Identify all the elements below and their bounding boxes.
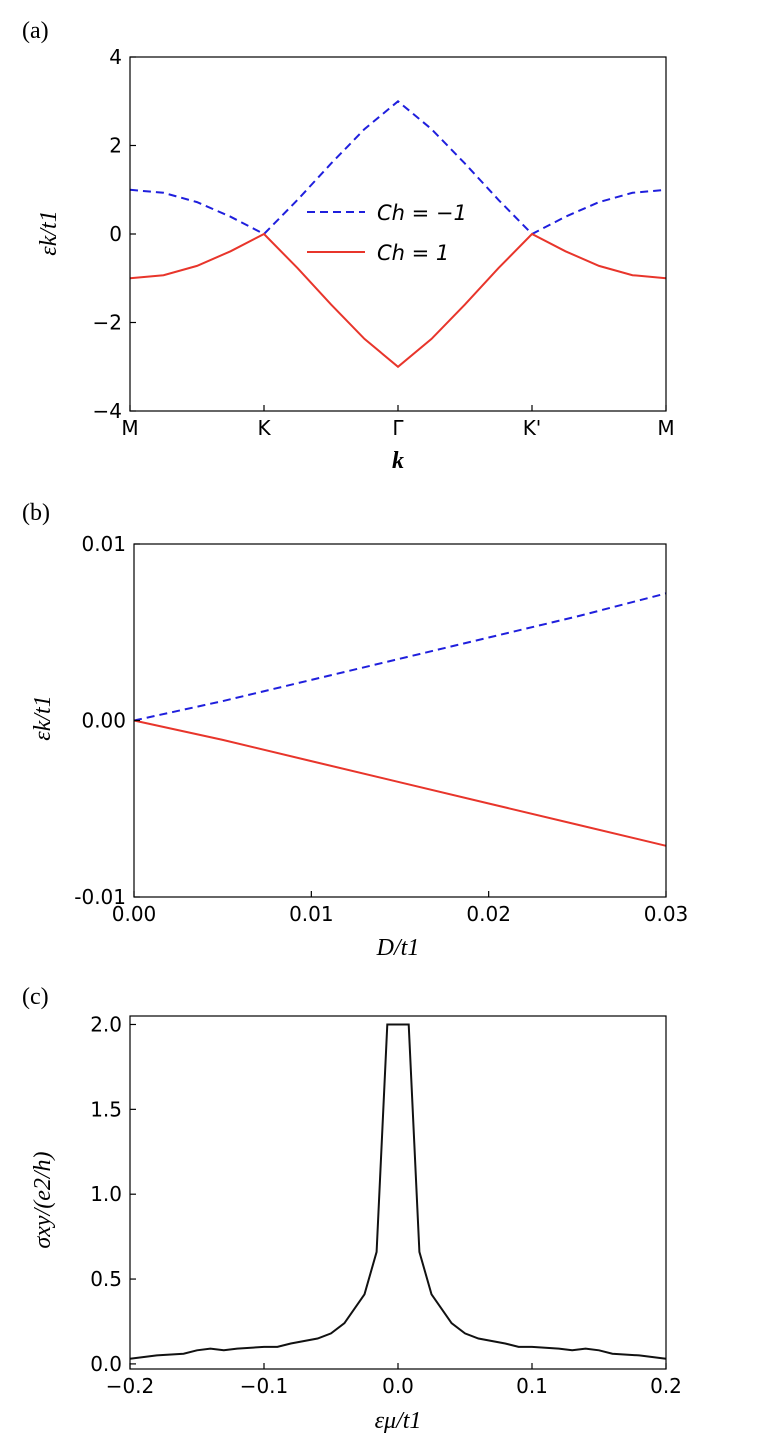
y-tick-label-a-1: −2 — [93, 311, 122, 335]
plot-area-c: −0.2 −0.1 0.0 0.1 0.2 0.0 0.5 1.0 1.5 2.0 — [90, 1012, 682, 1398]
axes-frame-c — [129, 1015, 667, 1370]
series-line-a-1 — [129, 232, 667, 369]
x-tick-label-c-1: −0.1 — [240, 1374, 289, 1398]
panel-b: (b) 0.00 0.01 0.02 0.03-0.010.000.01 D/t1 ε… — [22, 500, 688, 961]
x-tick-label-c-3: 0.1 — [516, 1374, 548, 1398]
legend-a: Ch = −1 Ch = 1 — [307, 201, 467, 265]
y-tick-label-c-3: 1.5 — [90, 1097, 122, 1121]
panel-label-b: (b) — [22, 500, 50, 526]
x-tick-label-b-0: 0.00 — [112, 902, 157, 926]
x-axis-label-c: εμ/t1 — [375, 1408, 422, 1434]
y-tick-label-a-3: 2 — [109, 134, 122, 158]
series-line-c-0 — [129, 1023, 667, 1360]
panel-label-a: (a) — [22, 18, 49, 44]
y-tick-label-b-0: -0.01 — [74, 885, 126, 909]
y-tick-label-c-1: 0.5 — [90, 1267, 122, 1291]
panel-c: (c) −0.2 −0.1 0.0 0.1 0.2 0.0 0.5 1.0 1.5 2.0 εμ/… — [22, 984, 682, 1434]
legend-label-ch-1: Ch = 1 — [377, 241, 449, 265]
y-tick-label-a-2: 0 — [109, 222, 122, 246]
y-axis-label-c: σxy/(e2/h) — [30, 1151, 56, 1248]
series-line-b-1 — [133, 719, 667, 847]
axes-frame-b — [133, 543, 667, 898]
x-tick-label-a-2: Γ — [392, 416, 404, 440]
panel-label-c: (c) — [22, 984, 49, 1010]
y-tick-label-a-0: −4 — [93, 399, 122, 423]
y-tick-label-a-4: 4 — [109, 45, 122, 69]
y-tick-label-c-0: 0.0 — [90, 1352, 122, 1376]
series-line-a-0 — [129, 100, 667, 236]
x-tick-label-b-3: 0.03 — [644, 902, 689, 926]
x-tick-label-b-1: 0.01 — [289, 902, 334, 926]
y-tick-label-b-1: 0.00 — [81, 709, 126, 733]
plot-area-b: 0.00 0.01 0.02 0.03-0.010.000.01 — [74, 532, 688, 926]
x-axis-label-a: k — [392, 448, 404, 474]
y-tick-label-b-2: 0.01 — [81, 532, 126, 556]
x-tick-label-a-1: K — [257, 416, 271, 440]
series-line-b-0 — [133, 592, 667, 722]
x-tick-label-c-2: 0.0 — [382, 1374, 414, 1398]
axes-frame-a — [129, 56, 667, 412]
x-tick-label-a-3: K' — [523, 416, 542, 440]
y-axis-label-a: εk/t1 — [36, 210, 62, 255]
x-tick-label-a-0: M — [121, 416, 138, 440]
legend-label-ch-minus-1: Ch = −1 — [377, 201, 467, 225]
x-tick-label-a-4: M — [657, 416, 674, 440]
y-tick-label-c-4: 2.0 — [90, 1012, 122, 1036]
x-axis-label-b: D/t1 — [376, 935, 420, 961]
y-tick-label-c-2: 1.0 — [90, 1182, 122, 1206]
x-tick-label-b-2: 0.02 — [466, 902, 511, 926]
y-axis-label-b: εk/t1 — [30, 695, 56, 740]
x-tick-label-c-4: 0.2 — [650, 1374, 682, 1398]
x-tick-label-c-0: −0.2 — [106, 1374, 155, 1398]
